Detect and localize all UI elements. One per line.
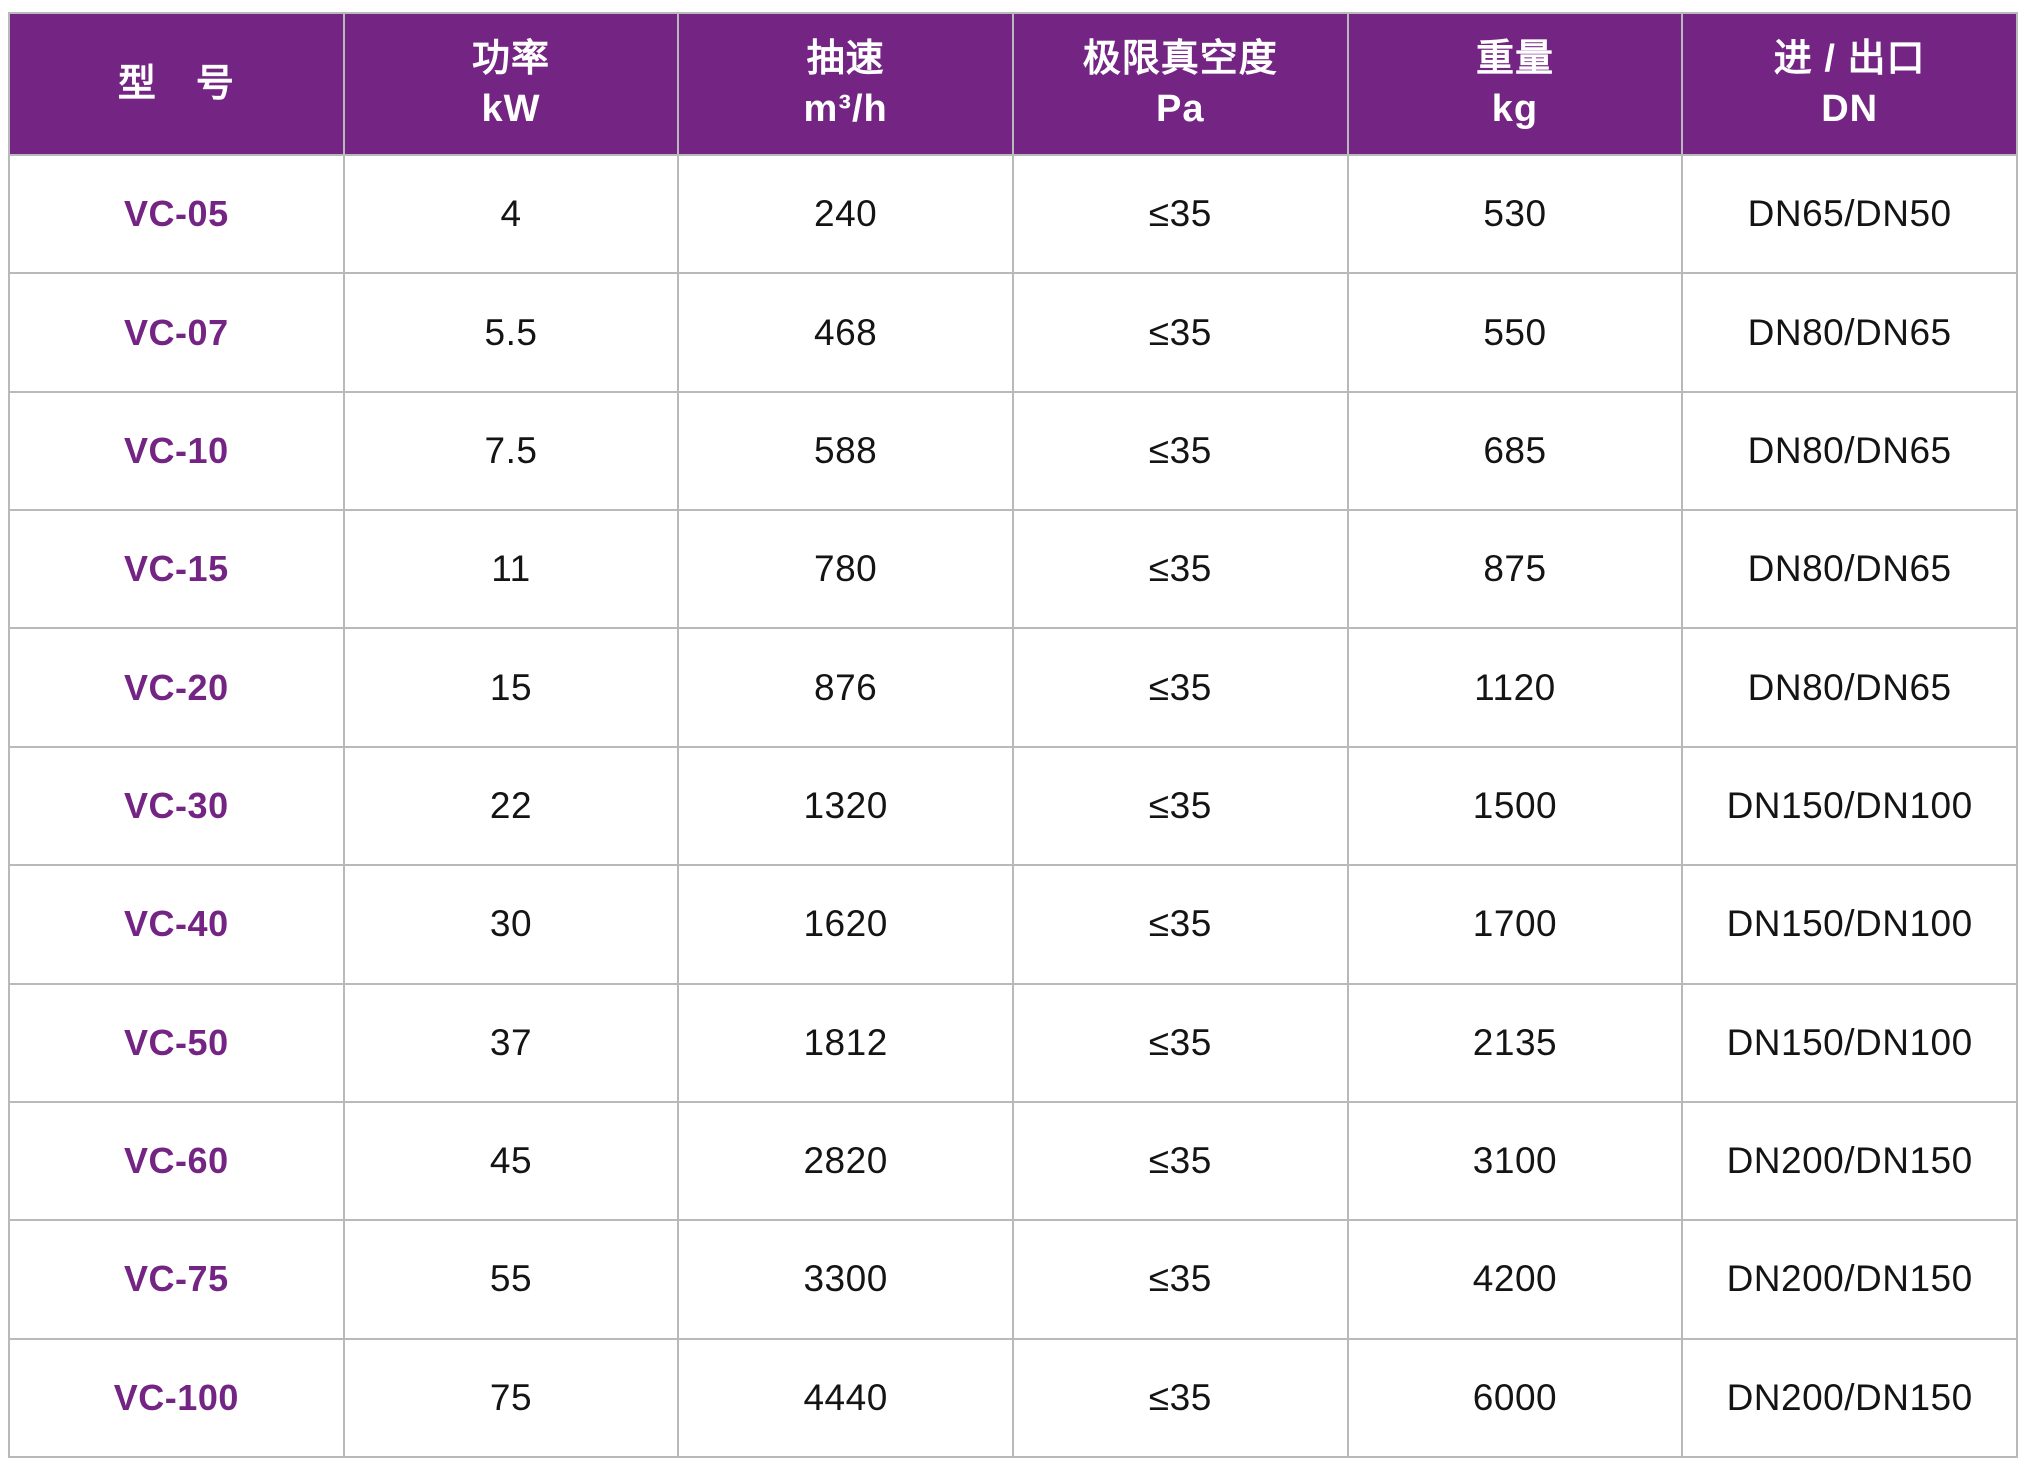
table-row: VC-07 5.5 468 ≤35 550 DN80/DN65 [8, 272, 2018, 393]
col-header-vacuum-title: 极限真空度 [1082, 38, 1278, 80]
cell-ports: DN200/DN150 [1681, 1100, 2018, 1222]
cell-model: VC-75 [8, 1219, 345, 1340]
cell-model: VC-30 [8, 745, 345, 867]
table-row: VC-75 55 3300 ≤35 4200 DN200/DN150 [8, 1219, 2018, 1340]
cell-model: VC-60 [8, 1100, 345, 1222]
cell-vacuum: ≤35 [1011, 982, 1349, 1103]
col-header-speed-unit: m³/h [803, 88, 888, 130]
cell-vacuum: ≤35 [1011, 627, 1349, 748]
cell-ports: DN200/DN150 [1681, 1337, 2018, 1459]
cell-power: 5.5 [342, 272, 680, 393]
cell-vacuum: ≤35 [1011, 1337, 1349, 1459]
cell-power: 22 [342, 745, 680, 867]
cell-weight: 4200 [1346, 1219, 1684, 1340]
cell-vacuum: ≤35 [1011, 390, 1349, 512]
cell-weight: 3100 [1346, 1100, 1684, 1222]
cell-power: 75 [342, 1337, 680, 1459]
cell-vacuum: ≤35 [1011, 272, 1349, 393]
cell-model: VC-100 [8, 1337, 345, 1459]
cell-ports: DN80/DN65 [1681, 390, 2018, 512]
cell-weight: 6000 [1346, 1337, 1684, 1459]
col-header-vacuum: 极限真空度 Pa [1011, 12, 1349, 156]
cell-model: VC-07 [8, 272, 345, 393]
col-header-model-title: 型 号 [117, 63, 235, 105]
cell-speed: 1812 [677, 982, 1014, 1103]
cell-weight: 530 [1346, 153, 1684, 275]
cell-power: 11 [342, 509, 680, 630]
cell-vacuum: ≤35 [1011, 1219, 1349, 1340]
cell-vacuum: ≤35 [1011, 153, 1349, 275]
cell-ports: DN65/DN50 [1681, 153, 2018, 275]
col-header-power-unit: kW [481, 88, 541, 130]
cell-vacuum: ≤35 [1011, 864, 1349, 985]
cell-power: 30 [342, 864, 680, 985]
cell-weight: 1700 [1346, 864, 1684, 985]
cell-weight: 685 [1346, 390, 1684, 512]
cell-weight: 2135 [1346, 982, 1684, 1103]
cell-speed: 1320 [677, 745, 1014, 867]
cell-speed: 4440 [677, 1337, 1014, 1459]
cell-power: 15 [342, 627, 680, 748]
col-header-ports-unit: DN [1821, 88, 1879, 130]
spec-table: 型 号 功率 kW 抽速 m³/h 极限真空度 Pa 重量 kg 进 / 出口 … [8, 12, 2018, 1459]
cell-ports: DN80/DN65 [1681, 509, 2018, 630]
col-header-vacuum-unit: Pa [1156, 88, 1205, 130]
col-header-weight-unit: kg [1491, 88, 1539, 130]
cell-ports: DN150/DN100 [1681, 745, 2018, 867]
col-header-weight-title: 重量 [1475, 38, 1554, 80]
cell-weight: 1500 [1346, 745, 1684, 867]
col-header-model: 型 号 [8, 12, 345, 156]
cell-model: VC-50 [8, 982, 345, 1103]
cell-power: 7.5 [342, 390, 680, 512]
col-header-speed-title: 抽速 [806, 38, 885, 80]
cell-ports: DN150/DN100 [1681, 982, 2018, 1103]
cell-power: 4 [342, 153, 680, 275]
cell-ports: DN80/DN65 [1681, 627, 2018, 748]
cell-speed: 876 [677, 627, 1014, 748]
cell-vacuum: ≤35 [1011, 745, 1349, 867]
table-row: VC-10 7.5 588 ≤35 685 DN80/DN65 [8, 390, 2018, 512]
col-header-power: 功率 kW [342, 12, 680, 156]
cell-speed: 468 [677, 272, 1014, 393]
cell-speed: 240 [677, 153, 1014, 275]
cell-vacuum: ≤35 [1011, 1100, 1349, 1222]
cell-model: VC-15 [8, 509, 345, 630]
table-row: VC-40 30 1620 ≤35 1700 DN150/DN100 [8, 864, 2018, 985]
col-header-speed: 抽速 m³/h [677, 12, 1014, 156]
table-row: VC-30 22 1320 ≤35 1500 DN150/DN100 [8, 745, 2018, 867]
cell-ports: DN150/DN100 [1681, 864, 2018, 985]
cell-ports: DN200/DN150 [1681, 1219, 2018, 1340]
cell-weight: 550 [1346, 272, 1684, 393]
table-row: VC-20 15 876 ≤35 1120 DN80/DN65 [8, 627, 2018, 748]
cell-speed: 588 [677, 390, 1014, 512]
cell-model: VC-40 [8, 864, 345, 985]
col-header-power-title: 功率 [471, 38, 550, 80]
header-row: 型 号 功率 kW 抽速 m³/h 极限真空度 Pa 重量 kg 进 / 出口 … [8, 12, 2018, 156]
table-row: VC-50 37 1812 ≤35 2135 DN150/DN100 [8, 982, 2018, 1103]
table-row: VC-100 75 4440 ≤35 6000 DN200/DN150 [8, 1337, 2018, 1459]
cell-power: 55 [342, 1219, 680, 1340]
cell-model: VC-20 [8, 627, 345, 748]
table-row: VC-60 45 2820 ≤35 3100 DN200/DN150 [8, 1100, 2018, 1222]
cell-speed: 3300 [677, 1219, 1014, 1340]
cell-speed: 780 [677, 509, 1014, 630]
cell-weight: 875 [1346, 509, 1684, 630]
table-row: VC-15 11 780 ≤35 875 DN80/DN65 [8, 509, 2018, 630]
cell-vacuum: ≤35 [1011, 509, 1349, 630]
cell-ports: DN80/DN65 [1681, 272, 2018, 393]
cell-weight: 1120 [1346, 627, 1684, 748]
cell-model: VC-10 [8, 390, 345, 512]
table-row: VC-05 4 240 ≤35 530 DN65/DN50 [8, 153, 2018, 275]
cell-model: VC-05 [8, 153, 345, 275]
cell-speed: 2820 [677, 1100, 1014, 1222]
cell-power: 45 [342, 1100, 680, 1222]
col-header-ports: 进 / 出口 DN [1681, 12, 2018, 156]
col-header-weight: 重量 kg [1346, 12, 1684, 156]
col-header-ports-title: 进 / 出口 [1773, 38, 1926, 80]
cell-speed: 1620 [677, 864, 1014, 985]
cell-power: 37 [342, 982, 680, 1103]
